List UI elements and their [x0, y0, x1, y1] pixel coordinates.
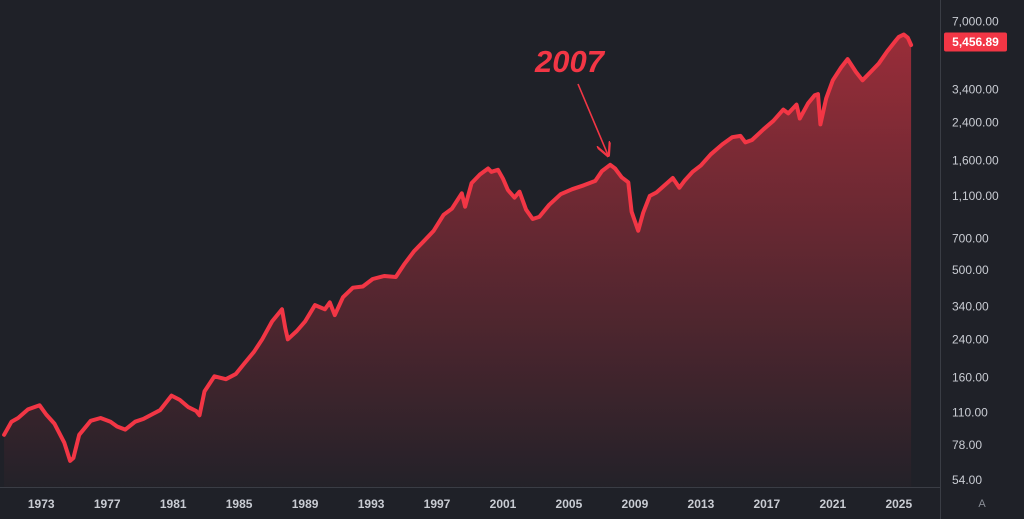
y-axis[interactable]: 54.00 78.00 110.00 160.00 240.00 340.00 500.00…	[940, 0, 1000, 519]
plot-area	[2, 32, 914, 487]
annotation-arrow	[577, 83, 608, 156]
x-tick-label: 2001	[490, 497, 517, 511]
x-tick-label: 1981	[160, 497, 187, 511]
y-tick-label: 1,100.00	[952, 189, 999, 203]
price-area-fill	[4, 34, 912, 487]
current-price-badge	[944, 32, 1007, 52]
y-tick-label: 3,400.00	[952, 83, 999, 97]
x-tick-label: 2021	[819, 497, 846, 511]
x-tick-label: 1977	[94, 497, 121, 511]
y-tick-label: 2,400.00	[952, 115, 999, 129]
x-tick-label: 2013	[688, 497, 715, 511]
y-tick-label: 1,600.00	[952, 154, 999, 168]
y-tick-label: 110.00	[952, 406, 988, 420]
y-tick-label: 500.00	[952, 263, 989, 277]
x-tick-label: 2025	[885, 497, 912, 511]
x-tick-label: 1985	[226, 497, 253, 511]
y-tick-label: 340.00	[952, 299, 989, 313]
auto-scale-button[interactable]: A	[978, 498, 986, 510]
y-tick-label: 7,000.00	[952, 15, 999, 29]
x-tick-label: 1993	[358, 497, 385, 511]
y-tick-label: 54.00	[952, 473, 982, 487]
y-tick-label: 700.00	[952, 231, 989, 245]
y-tick-label: 78.00	[952, 438, 982, 452]
x-tick-label: 1997	[424, 497, 451, 511]
current-price-label: 5,456.89	[944, 32, 1007, 52]
price-series-line	[2, 32, 914, 463]
x-tick-label: 2009	[622, 497, 649, 511]
x-tick-label: 1973	[28, 497, 55, 511]
y-tick-label: 160.00	[952, 370, 989, 384]
current-price-value: 5,456.89	[952, 35, 999, 49]
x-tick-label: 2005	[556, 497, 583, 511]
x-tick-label: 2017	[753, 497, 780, 511]
annotation-label: 2007	[534, 44, 606, 79]
y-tick-label: 240.00	[952, 332, 989, 346]
x-axis[interactable]: 1973 1977 1981 1985 1989 1993 1997 2001 2005 2009…	[0, 487, 940, 512]
annotation-2007: 2007	[534, 44, 608, 156]
x-tick-label: 1989	[292, 497, 319, 511]
